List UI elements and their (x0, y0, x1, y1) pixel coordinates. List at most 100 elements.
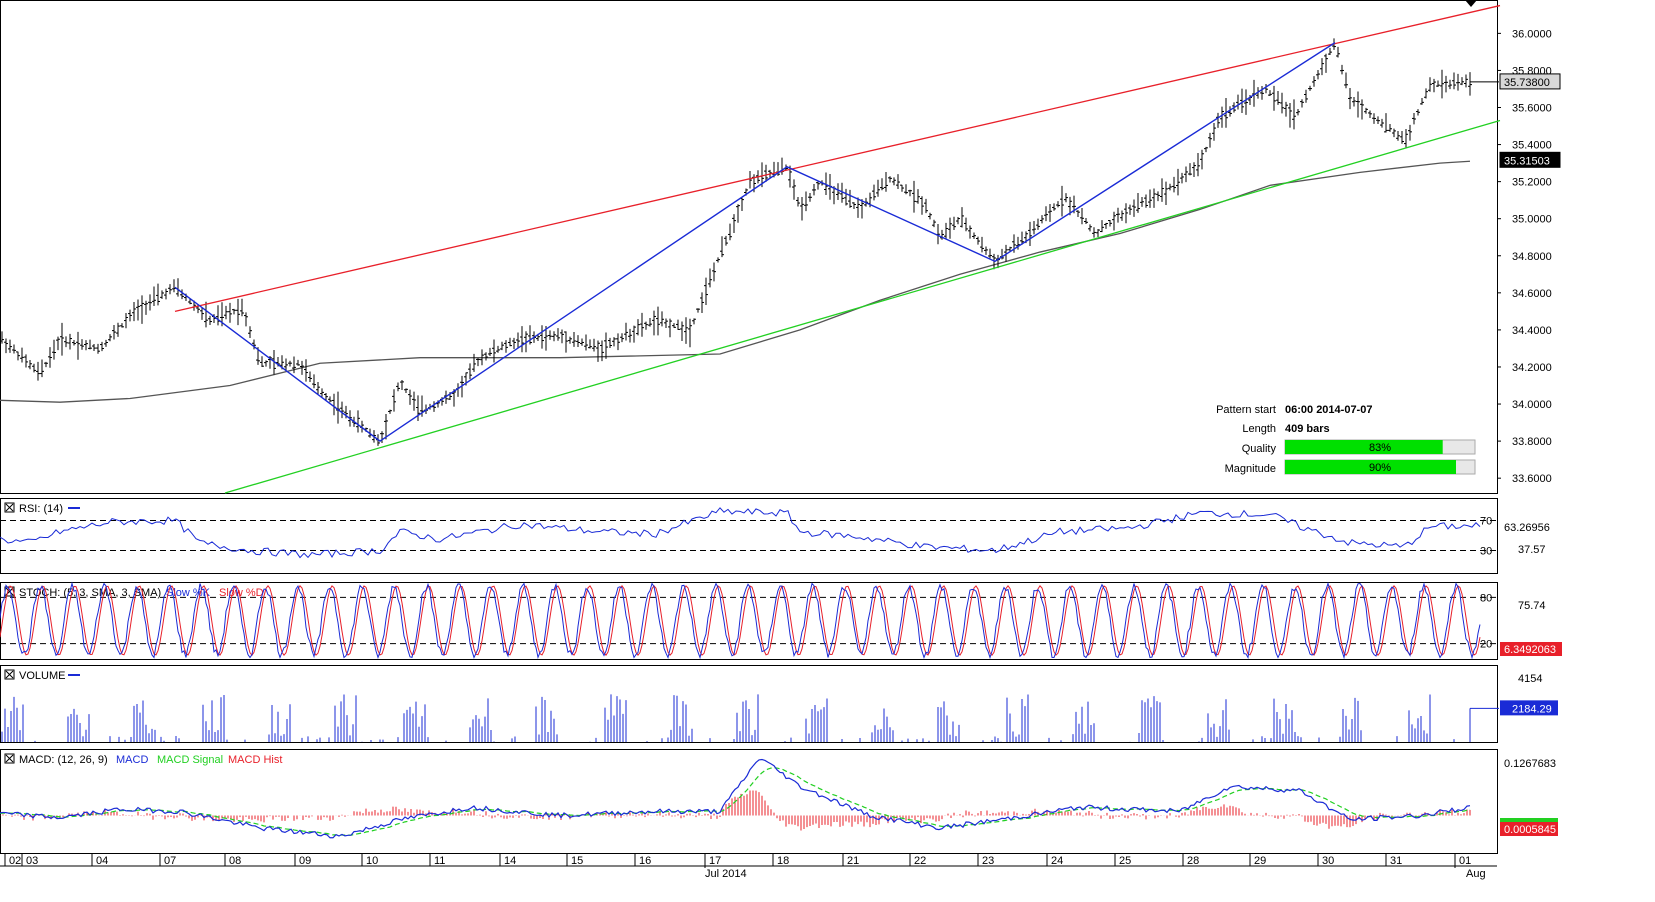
x-tick-label: 09 (299, 855, 311, 867)
quality-bar-fill (1285, 440, 1443, 454)
x-tick-label: 23 (982, 855, 994, 867)
x-tick-label: 16 (639, 855, 651, 867)
volume-title: VOLUME (19, 670, 65, 682)
x-tick-label: 11 (434, 855, 445, 867)
price-panel (0, 4, 1501, 494)
x-tick-label: 07 (164, 855, 176, 867)
volume-value-label: 2184.29 (1512, 703, 1552, 715)
panel-frames (0, 0, 1498, 867)
macd-signal-line (0, 767, 1471, 836)
lower-channel-line (224, 119, 1501, 494)
y-axis: 36.000035.800035.600035.400035.200035.00… (1470, 28, 1562, 836)
price-tick-label: 34.2000 (1512, 362, 1552, 374)
x-tick-label: 29 (1254, 855, 1266, 867)
x-tick-label: 10 (366, 855, 378, 867)
ma-value-box (1499, 151, 1561, 168)
x-tick-label: 18 (777, 855, 789, 867)
x-tick-label: 31 (1390, 855, 1402, 867)
macd-value-label: 0.0005845 (1504, 824, 1556, 836)
volume-panel (1, 694, 1499, 742)
rsi-level-label: 70 (1480, 516, 1492, 528)
stoch-panel: 80 20 (0, 581, 1497, 660)
macd-header: MACD: (12, 26, 9) MACD MACD Signal MACD … (4, 753, 282, 766)
price-tick-label: 33.6000 (1512, 473, 1552, 485)
macd-line (0, 758, 1471, 839)
price-tick-label: 34.6000 (1512, 288, 1552, 300)
pattern-info: Pattern start 06:00 2014-07-07 Length 40… (1216, 404, 1476, 475)
length-value: 409 bars (1285, 423, 1330, 435)
x-tick-label: 30 (1322, 855, 1334, 867)
panel-frame (0, 665, 1498, 743)
magnitude-label: Magnitude (1225, 463, 1276, 475)
quality-label: Quality (1242, 443, 1277, 455)
stoch-d-line (0, 585, 1481, 656)
stoch-value-box (1500, 642, 1562, 656)
rsi-value-label: 63.26956 (1504, 522, 1550, 534)
rsi-panel: 70 30 (0, 507, 1497, 559)
x-tick-label: 17 (709, 855, 721, 867)
last-price-box (1499, 73, 1561, 90)
x-month-label: Jul 2014 (705, 868, 747, 880)
length-label: Length (1242, 423, 1276, 435)
x-tick-label: 25 (1119, 855, 1131, 867)
macd-title: MACD: (12, 26, 9) (19, 754, 108, 766)
pattern-start-value: 06:00 2014-07-07 (1285, 404, 1372, 416)
x-tick-label: 24 (1051, 855, 1063, 867)
x-tick-label: 14 (504, 855, 516, 867)
rsi-header: RSI: (14) (4, 502, 80, 515)
volume-tick-label: 4154 (1518, 673, 1542, 685)
macd-legend-signal: MACD Signal (157, 754, 223, 766)
price-tick-label: 34.8000 (1512, 251, 1552, 263)
price-tick-label: 35.2000 (1512, 177, 1552, 189)
pattern-start-label: Pattern start (1216, 404, 1276, 416)
panel-frame (0, 498, 1498, 574)
stoch-value-label: 6.3492063 (1504, 644, 1556, 656)
macd-tick-label: 0.1267683 (1504, 758, 1556, 770)
macd-panel (0, 758, 1471, 839)
x-tick-label: 02 (9, 855, 21, 867)
price-tick-label: 34.4000 (1512, 325, 1552, 337)
quality-bar-text: 83% (1369, 442, 1391, 454)
x-tick-label: 03 (26, 855, 38, 867)
price-tick-label: 35.0000 (1512, 214, 1552, 226)
stoch-k-line (0, 581, 1481, 660)
panel-frame (0, 582, 1498, 660)
rsi-value-label: 37.57 (1518, 544, 1546, 556)
x-tick-label: 28 (1187, 855, 1199, 867)
panel-frame (0, 0, 1498, 494)
x-tick-label: 08 (229, 855, 241, 867)
ma-value-label: 35.31503 (1504, 155, 1550, 167)
macd-legend-macd: MACD (116, 754, 148, 766)
macd-legend-hist: MACD Hist (228, 754, 282, 766)
rsi-level-label: 30 (1480, 546, 1492, 558)
stoch-title: STOCH: (5, 3, SMA, 3, SMA) (19, 587, 161, 599)
volume-header: VOLUME (4, 669, 80, 682)
stoch-legend-d: Slow %D (219, 587, 264, 599)
rsi-title: RSI: (14) (19, 503, 63, 515)
x-tick-label: 22 (914, 855, 926, 867)
panel-frame (0, 749, 1498, 854)
magnitude-bar-text: 90% (1369, 462, 1391, 474)
price-tick-label: 33.8000 (1512, 436, 1552, 448)
x-tick-label: 15 (571, 855, 583, 867)
macd-value-box (1500, 822, 1558, 836)
scroll-marker-icon[interactable] (1465, 0, 1477, 7)
last-price-label: 35.73800 (1504, 77, 1550, 89)
stoch-value-label: 75.74 (1518, 600, 1546, 612)
pattern-zigzag-line (174, 42, 1336, 442)
magnitude-bar-fill (1285, 460, 1456, 474)
x-month-label: Aug (1466, 868, 1486, 880)
price-tick-label: 35.4000 (1512, 140, 1552, 152)
price-tick-label: 36.0000 (1512, 28, 1552, 40)
x-tick-label: 04 (96, 855, 108, 867)
price-tick-label: 34.0000 (1512, 399, 1552, 411)
x-tick-label: 01 (1459, 855, 1471, 867)
volume-value-box (1500, 700, 1558, 716)
stoch-level-label: 20 (1480, 639, 1492, 651)
rsi-line (0, 507, 1481, 559)
stoch-level-label: 80 (1480, 592, 1492, 604)
price-tick-label: 35.6000 (1512, 102, 1552, 114)
x-axis: 02 03 04 07 08 09 10 11 14 15 16 17 18 21 22 23 24 25 28 29… (4, 853, 1486, 880)
